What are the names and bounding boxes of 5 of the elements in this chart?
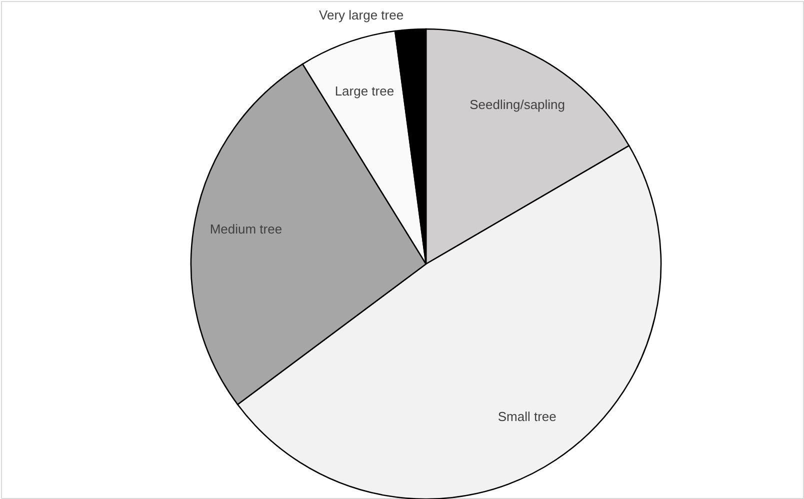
slice-label: Very large tree bbox=[319, 7, 404, 22]
slice-label: Medium tree bbox=[210, 222, 282, 237]
slice-label: Seedling/sapling bbox=[470, 97, 566, 112]
slice-label: Small tree bbox=[498, 408, 556, 424]
slice-label: Large tree bbox=[334, 83, 394, 98]
